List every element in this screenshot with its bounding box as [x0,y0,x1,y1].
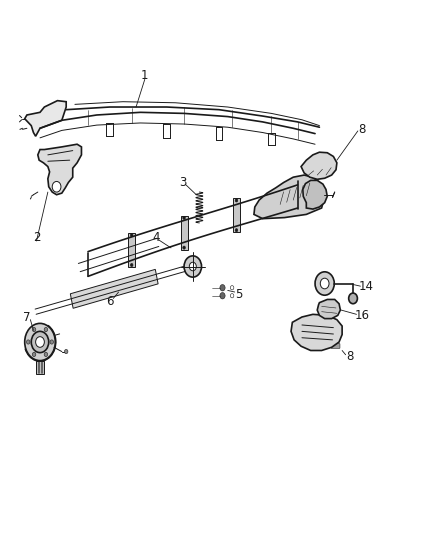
Text: 16: 16 [355,309,370,322]
Circle shape [32,352,36,357]
Circle shape [220,285,225,291]
Circle shape [31,332,49,353]
Circle shape [220,293,225,299]
Polygon shape [317,300,340,319]
Circle shape [35,337,44,348]
Text: 1: 1 [141,69,148,82]
Polygon shape [303,180,327,209]
Circle shape [230,286,234,290]
Circle shape [183,216,185,220]
Text: 6: 6 [106,295,113,308]
Text: 8: 8 [346,350,353,364]
Polygon shape [291,314,342,351]
Circle shape [235,229,238,232]
Circle shape [131,233,133,237]
Circle shape [32,327,36,332]
Circle shape [184,256,201,277]
Circle shape [50,340,53,344]
Text: 4: 4 [152,231,159,244]
Polygon shape [35,361,44,374]
Polygon shape [301,152,337,179]
Polygon shape [128,233,135,267]
FancyBboxPatch shape [306,344,314,349]
Circle shape [25,324,55,361]
Text: 2: 2 [33,231,40,244]
Polygon shape [25,101,66,136]
Text: 5: 5 [235,288,242,301]
Circle shape [230,294,234,298]
Circle shape [189,262,196,271]
Circle shape [183,246,185,249]
Text: 8: 8 [359,123,366,136]
Polygon shape [233,198,240,232]
Polygon shape [38,144,81,195]
Circle shape [131,263,133,266]
Circle shape [349,293,357,304]
Polygon shape [254,175,324,219]
Circle shape [315,272,334,295]
Circle shape [64,350,68,354]
FancyBboxPatch shape [319,344,328,349]
Text: 7: 7 [23,311,31,324]
Circle shape [26,340,30,344]
Text: 3: 3 [180,176,187,189]
Polygon shape [71,269,158,308]
Circle shape [235,199,238,202]
Circle shape [320,278,329,289]
Circle shape [44,352,48,357]
Circle shape [44,327,48,332]
Circle shape [52,181,61,192]
Polygon shape [180,216,187,250]
Text: 14: 14 [359,280,374,293]
FancyBboxPatch shape [331,344,340,349]
